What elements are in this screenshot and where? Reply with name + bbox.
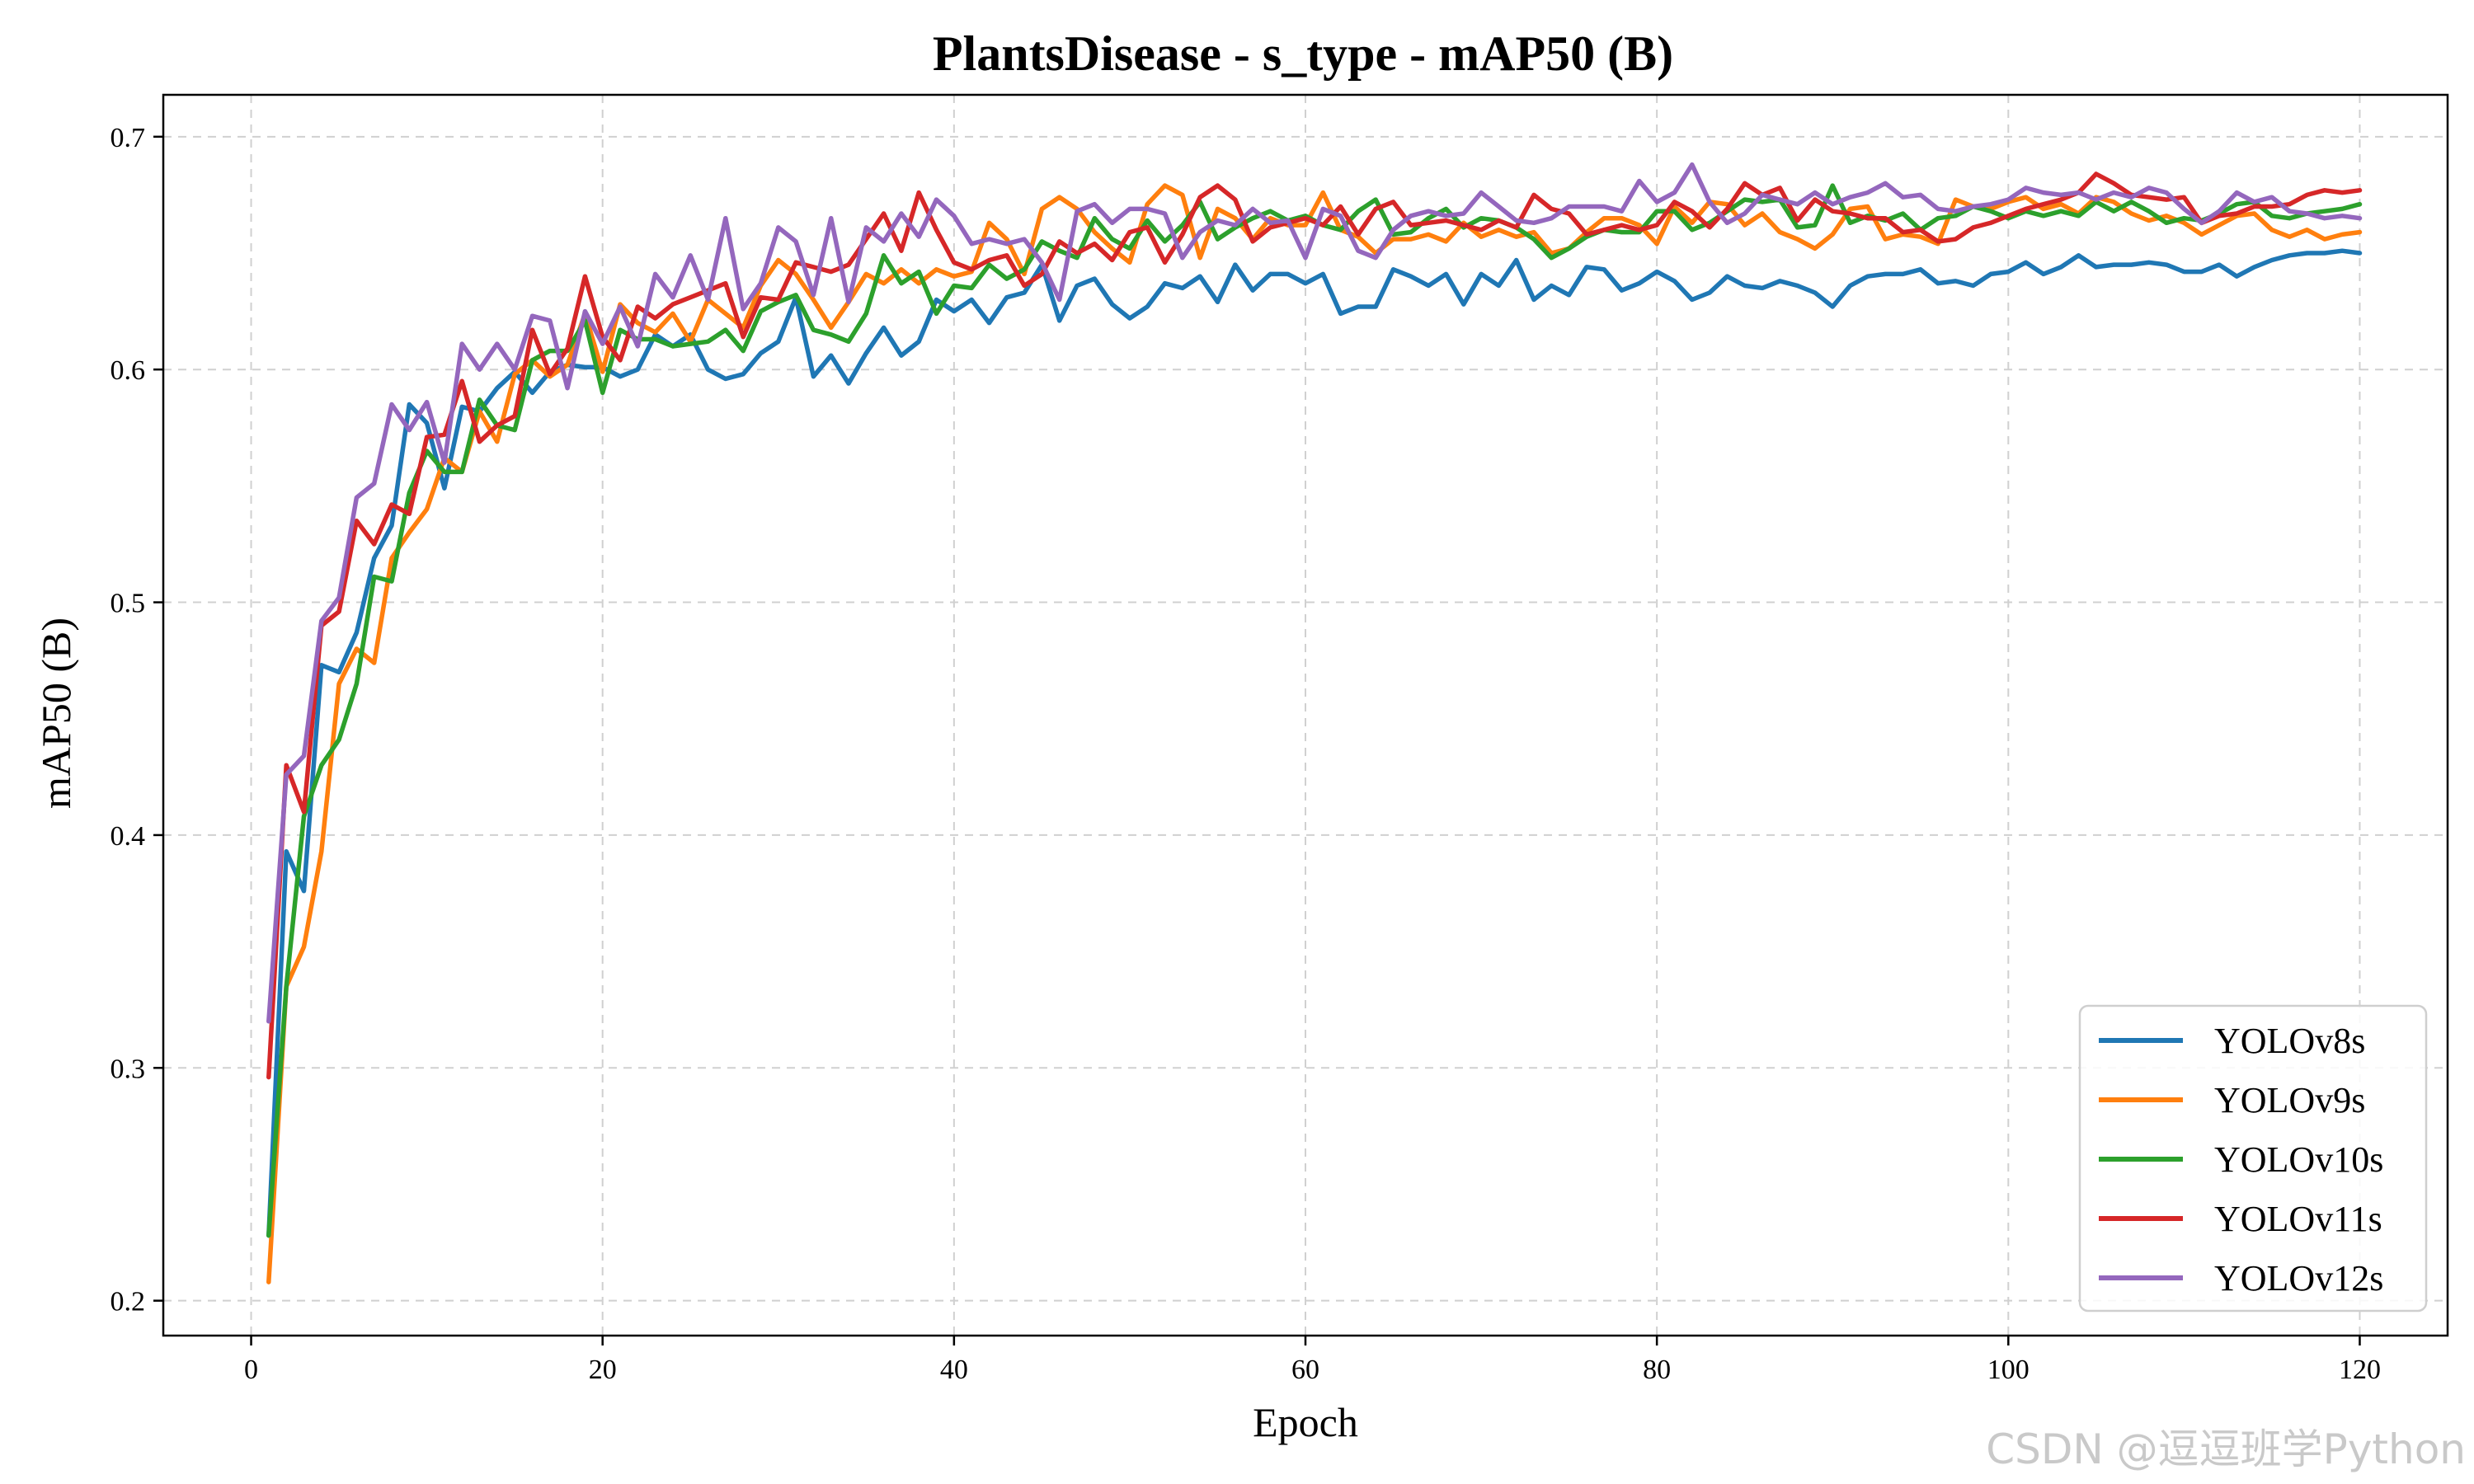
- chart-title: PlantsDisease - s_type - mAP50 (B): [933, 26, 1673, 81]
- legend: YOLOv8s YOLOv9s YOLOv10s YOLOv11s YOLOv12s: [2078, 1004, 2428, 1313]
- legend-label-yolov8s: YOLOv8s: [2214, 1021, 2365, 1061]
- y-tick-label: 0.2: [111, 1287, 146, 1317]
- series-line-yolov8s: [266, 248, 2363, 1238]
- legend-label-yolov10s: YOLOv10s: [2214, 1139, 2383, 1180]
- x-tick-label: 20: [589, 1355, 617, 1385]
- x-tick-label: 120: [2339, 1355, 2381, 1385]
- legend-box: [2078, 1004, 2428, 1313]
- series-line-yolov11s: [266, 171, 2363, 1080]
- series-line-yolov10s: [266, 183, 2363, 1238]
- grid-layer: [163, 95, 2448, 1336]
- y-tick-label: 0.5: [111, 589, 146, 619]
- y-tick-label: 0.6: [111, 355, 146, 386]
- watermark-text: CSDN @逗逗班学Python: [1986, 1425, 2466, 1473]
- x-tick-label: 0: [244, 1355, 258, 1385]
- y-axis-label: mAP50 (B): [33, 618, 79, 809]
- x-tick-label: 100: [1987, 1355, 2030, 1385]
- y-tick-label: 0.3: [111, 1054, 146, 1084]
- series-line-yolov12s: [266, 162, 2363, 1024]
- legend-label-yolov9s: YOLOv9s: [2214, 1080, 2365, 1120]
- x-axis-label: Epoch: [1253, 1399, 1358, 1445]
- x-tick-label: 60: [1291, 1355, 1319, 1385]
- y-tick-label: 0.4: [111, 821, 146, 852]
- tick-layer: 0 20 40 60 80 100 120 0.2 0.3 0.4 0.5 0.6 0.7: [111, 123, 2381, 1385]
- x-tick-label: 40: [940, 1355, 968, 1385]
- series-layer: [266, 162, 2363, 1284]
- x-tick-label: 80: [1643, 1355, 1671, 1385]
- legend-label-yolov12s: YOLOv12s: [2214, 1258, 2383, 1298]
- series-line-yolov9s: [266, 183, 2363, 1284]
- legend-label-yolov11s: YOLOv11s: [2214, 1199, 2382, 1239]
- y-tick-label: 0.7: [111, 123, 146, 153]
